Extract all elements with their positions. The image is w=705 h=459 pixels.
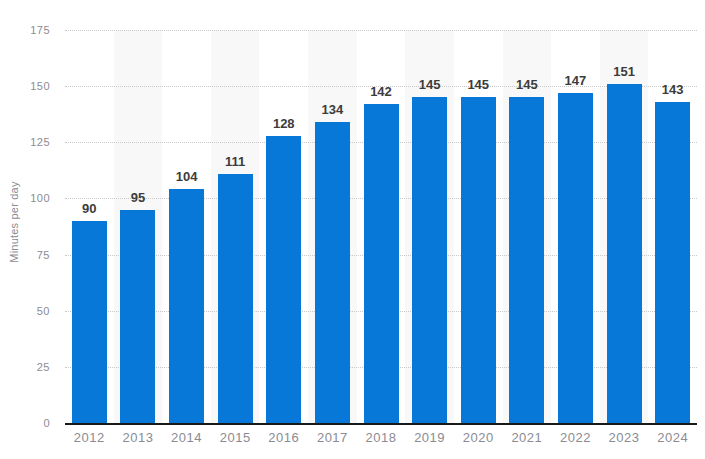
x-tick-label: 2012 bbox=[65, 430, 114, 445]
bar-value-label: 145 bbox=[405, 77, 454, 92]
bar-value-label: 147 bbox=[551, 73, 600, 88]
x-tick-label: 2015 bbox=[211, 430, 260, 445]
y-tick-label: 50 bbox=[37, 305, 50, 317]
plot-area: 9095104111128134142145145145147151143 bbox=[65, 30, 697, 425]
y-tick-label: 175 bbox=[30, 24, 50, 36]
x-tick-label: 2022 bbox=[551, 430, 600, 445]
bar[interactable] bbox=[169, 189, 204, 423]
x-tick-label: 2014 bbox=[162, 430, 211, 445]
bar-value-label: 104 bbox=[162, 169, 211, 184]
y-tick-label: 25 bbox=[37, 361, 50, 373]
bar[interactable] bbox=[218, 174, 253, 423]
bar[interactable] bbox=[607, 84, 642, 423]
bar[interactable] bbox=[509, 97, 544, 423]
x-tick-label: 2024 bbox=[648, 430, 697, 445]
bar-value-label: 111 bbox=[211, 154, 260, 169]
bar[interactable] bbox=[72, 221, 107, 423]
bar-value-label: 90 bbox=[65, 201, 114, 216]
bar-value-label: 128 bbox=[259, 116, 308, 131]
bar[interactable] bbox=[558, 93, 593, 423]
x-axis-labels: 2012201320142015201620172018201920202021… bbox=[65, 430, 697, 450]
bar[interactable] bbox=[412, 97, 447, 423]
bar[interactable] bbox=[315, 122, 350, 423]
bar-value-label: 134 bbox=[308, 102, 357, 117]
bar-chart: Minutes per day 0255075100125150175 9095… bbox=[0, 0, 705, 459]
x-tick-label: 2018 bbox=[357, 430, 406, 445]
bar[interactable] bbox=[364, 104, 399, 423]
bar-value-label: 151 bbox=[600, 64, 649, 79]
y-axis-ticks: 0255075100125150175 bbox=[0, 30, 50, 423]
y-tick-label: 0 bbox=[43, 417, 50, 429]
bar[interactable] bbox=[461, 97, 496, 423]
bar[interactable] bbox=[266, 136, 301, 423]
y-tick-label: 75 bbox=[37, 249, 50, 261]
x-tick-label: 2013 bbox=[114, 430, 163, 445]
bar-value-label: 145 bbox=[454, 77, 503, 92]
x-tick-label: 2016 bbox=[259, 430, 308, 445]
bar-value-label: 143 bbox=[648, 82, 697, 97]
bar[interactable] bbox=[120, 210, 155, 423]
x-tick-label: 2021 bbox=[503, 430, 552, 445]
y-tick-label: 125 bbox=[30, 136, 50, 148]
gridline bbox=[65, 30, 697, 31]
bar-value-label: 95 bbox=[114, 190, 163, 205]
y-tick-label: 100 bbox=[30, 192, 50, 204]
x-tick-label: 2020 bbox=[454, 430, 503, 445]
y-tick-label: 150 bbox=[30, 80, 50, 92]
x-tick-label: 2023 bbox=[600, 430, 649, 445]
bar-value-label: 145 bbox=[503, 77, 552, 92]
x-tick-label: 2019 bbox=[405, 430, 454, 445]
x-tick-label: 2017 bbox=[308, 430, 357, 445]
bar-value-label: 142 bbox=[357, 84, 406, 99]
bar[interactable] bbox=[655, 102, 690, 423]
